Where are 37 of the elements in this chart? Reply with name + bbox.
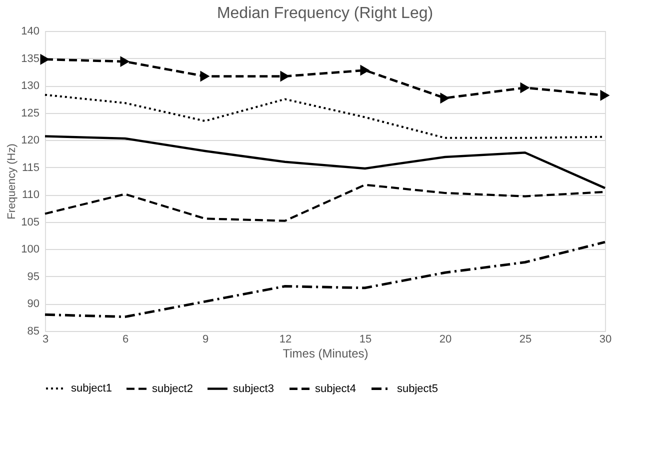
- y-tick-label: 105: [21, 216, 40, 228]
- x-tick-label: 30: [599, 334, 612, 346]
- y-tick-label: 115: [22, 162, 40, 174]
- line-series: [44, 240, 606, 318]
- x-tick-label: 9: [202, 334, 209, 346]
- x-tick-label: 15: [359, 334, 372, 346]
- point: [120, 56, 130, 68]
- x-tick-label: 3: [42, 334, 49, 346]
- x-tick-label: 6: [122, 334, 129, 346]
- x-tick-label: 25: [519, 334, 532, 346]
- y-tick-label: 120: [21, 134, 40, 147]
- y-tick-label: 95: [27, 270, 40, 283]
- point: [440, 92, 450, 104]
- legend-label: subject2: [152, 382, 193, 395]
- chart-title: Median Frequency (Right Leg): [216, 5, 434, 22]
- legend-label: subject1: [71, 382, 112, 394]
- x-tick-label: 20: [439, 334, 452, 346]
- y-axis-title: Frequency (Hz): [6, 144, 18, 220]
- y-tick-label: 100: [21, 244, 40, 256]
- y-tick-label: 135: [21, 52, 40, 65]
- y-tick-label: 125: [21, 107, 40, 120]
- point: [200, 70, 210, 82]
- legend-label: subject4: [315, 382, 356, 395]
- legend-label: subject5: [397, 382, 438, 395]
- point: [360, 64, 370, 76]
- line-series: [44, 135, 606, 190]
- y-tick-label: 85: [27, 326, 40, 338]
- x-axis-title: Times (Minutes): [282, 346, 368, 360]
- y-tick-label: 130: [21, 80, 40, 92]
- point: [280, 70, 290, 82]
- point: [520, 82, 530, 94]
- y-tick-label: 140: [21, 26, 40, 38]
- y-tick-label: 110: [22, 189, 40, 202]
- point: [600, 90, 610, 101]
- y-tick-label: 90: [27, 298, 40, 310]
- legend-label: subject3: [233, 382, 274, 395]
- x-tick-label: 12: [279, 334, 292, 346]
